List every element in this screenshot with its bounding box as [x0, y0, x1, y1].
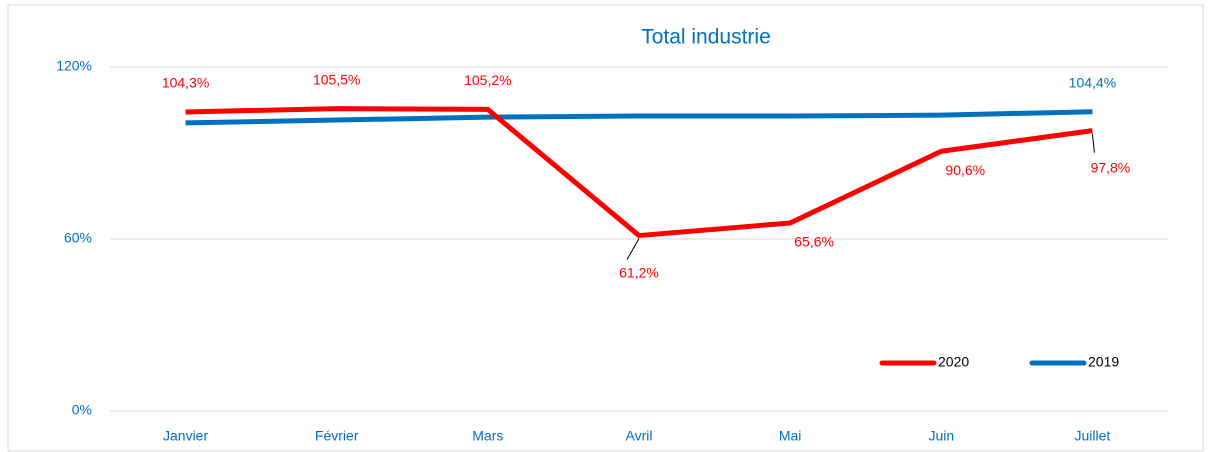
data-label: 97,8% — [1091, 159, 1131, 175]
x-tick-label: Juillet — [1075, 428, 1111, 444]
legend-label: 2020 — [938, 354, 969, 370]
series-line — [185, 106, 1093, 239]
series-line — [185, 109, 1093, 126]
data-label: 61,2% — [619, 264, 659, 280]
x-tick-label: Juin — [928, 428, 954, 444]
x-tick-label: Mars — [472, 428, 503, 444]
y-tick-label: 0% — [72, 402, 92, 418]
x-tick-label: Février — [315, 428, 359, 444]
data-label: 65,6% — [794, 234, 834, 250]
leader-line — [1091, 133, 1095, 153]
data-label: 105,5% — [313, 71, 360, 87]
y-tick-label: 60% — [64, 230, 92, 246]
leader-line — [626, 238, 640, 260]
data-label: 105,2% — [464, 72, 511, 88]
data-label: 90,6% — [945, 162, 985, 178]
chart-frame — [7, 4, 1204, 452]
legend-label: 2019 — [1088, 354, 1119, 370]
y-tick-label: 120% — [56, 58, 92, 74]
data-label: 104,4% — [1069, 74, 1116, 90]
data-label: 104,3% — [162, 75, 209, 91]
x-tick-label: Janvier — [163, 428, 208, 444]
chart-title: Total industrie — [641, 26, 771, 49]
x-tick-label: Mai — [779, 428, 802, 444]
x-tick-label: Avril — [626, 428, 653, 444]
